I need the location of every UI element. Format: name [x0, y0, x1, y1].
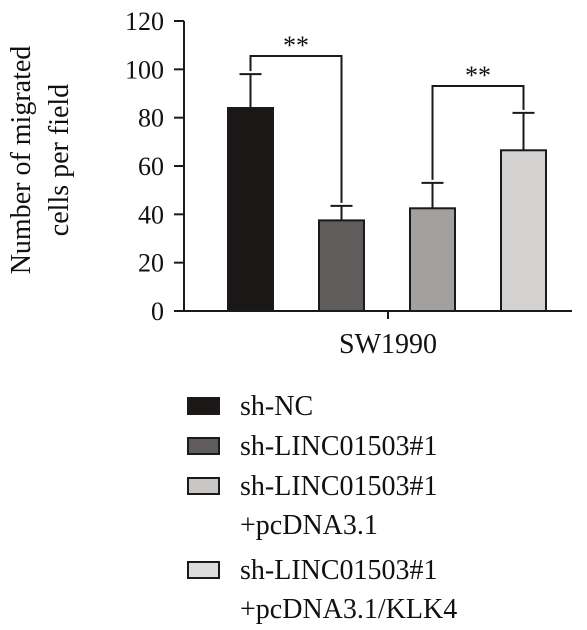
legend-label: sh-LINC01503#1: [240, 555, 438, 586]
legend-label-line-2: +pcDNA3.1: [240, 510, 378, 541]
legend-swatch: [187, 437, 220, 455]
legend-label: sh-LINC01503#1: [240, 471, 438, 502]
y-tick-label: 40: [138, 200, 164, 229]
y-tick-label: 80: [138, 104, 164, 133]
bar: [500, 149, 547, 312]
significance-bracket: [431, 85, 525, 180]
bars: [227, 107, 547, 313]
legend-swatch: [187, 477, 220, 495]
y-axis-title-line-1: Number of migrated: [6, 46, 37, 275]
legend-label: sh-LINC01503#1: [240, 431, 438, 462]
legend: sh-NC sh-LINC01503#1 sh-LINC01503#1 +pcDNA3…: [187, 391, 457, 625]
y-axis-title: Number of migrated cells per field: [6, 46, 75, 275]
legend-label: sh-NC: [240, 391, 313, 422]
x-axis: SW1990: [184, 310, 572, 360]
legend-label-line-2: +pcDNA3.1/KLK4: [240, 594, 457, 625]
y-axis: 0 20 40 60 80 100 120: [125, 7, 185, 326]
y-tick-label: 0: [151, 297, 164, 326]
bar: [227, 107, 274, 312]
legend-swatch: [187, 397, 220, 415]
significance-label: **: [283, 31, 309, 60]
significance-bracket: [249, 55, 343, 203]
y-tick-label: 100: [125, 55, 164, 84]
bar: [409, 207, 456, 313]
y-axis-title-line-2: cells per field: [44, 84, 75, 236]
legend-swatch: [187, 561, 220, 579]
significance-label: **: [465, 61, 491, 90]
x-axis-label: SW1990: [339, 329, 437, 360]
significance-brackets: ** **: [249, 31, 525, 203]
bar: [318, 219, 365, 312]
y-tick-label: 20: [138, 249, 164, 278]
error-bars: [239, 73, 535, 221]
y-tick-label: 60: [138, 152, 164, 181]
y-tick-label: 120: [125, 7, 164, 36]
